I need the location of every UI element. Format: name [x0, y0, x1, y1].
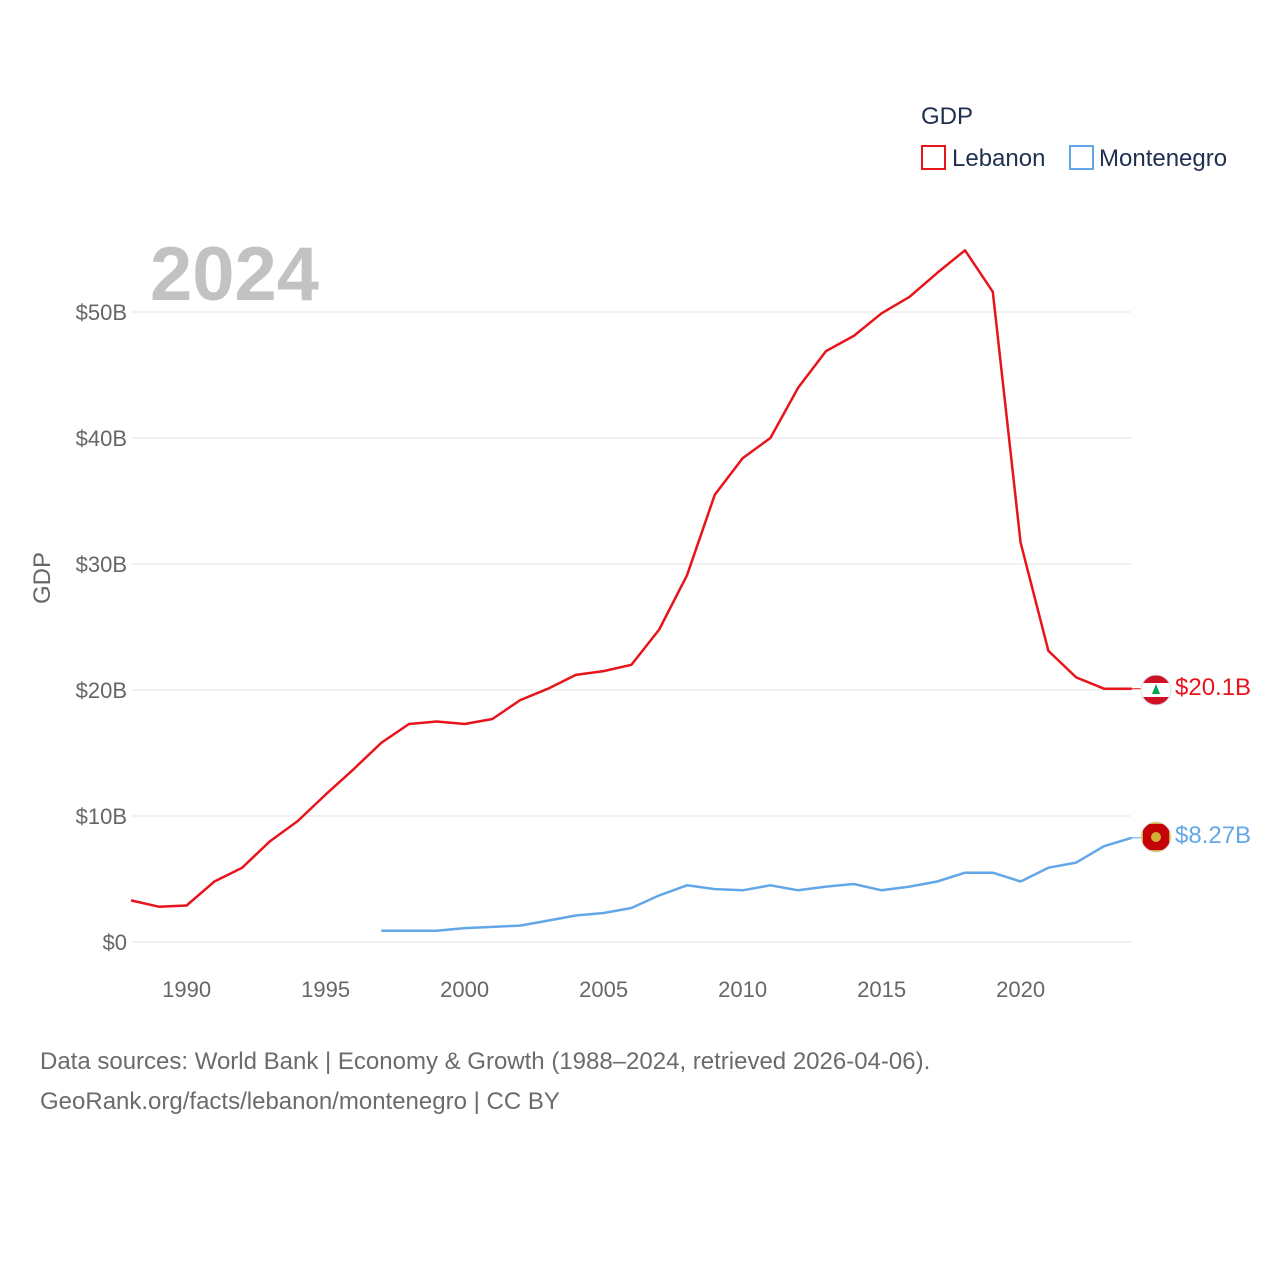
x-tick-label: 2010: [718, 977, 767, 1002]
data-source-note: Data sources: World Bank | Economy & Gro…: [40, 1042, 930, 1122]
source-line-1: Data sources: World Bank | Economy & Gro…: [40, 1048, 931, 1075]
legend: GDP Lebanon Montenegro: [921, 103, 1227, 172]
series-lines: [130, 249, 1141, 932]
x-tick-label: 1995: [301, 977, 350, 1002]
montenegro-flag-icon: [1140, 821, 1172, 853]
legend-swatch-montenegro[interactable]: [1069, 145, 1094, 170]
gridlines: [131, 311, 1131, 943]
y-tick-label: $0: [103, 930, 127, 955]
y-tick-label: $40B: [76, 426, 127, 451]
lebanon-flag-icon: [1140, 674, 1172, 706]
legend-title: GDP: [921, 103, 973, 130]
x-tick-label: 2020: [996, 977, 1045, 1002]
x-tick-label: 1990: [162, 977, 211, 1002]
series-line-lebanon: [130, 249, 1132, 908]
x-axis: 1990 1995 2000 2005 2010 2015 2020: [162, 977, 1045, 1002]
y-axis-title: GDP: [29, 552, 56, 604]
x-tick-label: 2000: [440, 977, 489, 1002]
montenegro-end-label: $8.27B: [1175, 822, 1251, 849]
series-line-montenegro: [381, 836, 1133, 932]
y-tick-label: $30B: [76, 552, 127, 577]
x-tick-label: 2015: [857, 977, 906, 1002]
y-tick-label: $50B: [76, 300, 127, 325]
x-tick-label: 2005: [579, 977, 628, 1002]
legend-label-montenegro[interactable]: Montenegro: [1099, 145, 1227, 172]
lebanon-end-label: $20.1B: [1175, 674, 1251, 701]
year-label: 2024: [150, 232, 319, 317]
source-line-2: GeoRank.org/facts/lebanon/montenegro | C…: [40, 1088, 560, 1115]
legend-swatch-lebanon[interactable]: [921, 145, 946, 170]
legend-label-lebanon[interactable]: Lebanon: [952, 145, 1045, 172]
y-axis: $0 $10B $20B $30B $40B $50B: [76, 300, 127, 955]
y-tick-label: $20B: [76, 678, 127, 703]
y-tick-label: $10B: [76, 804, 127, 829]
